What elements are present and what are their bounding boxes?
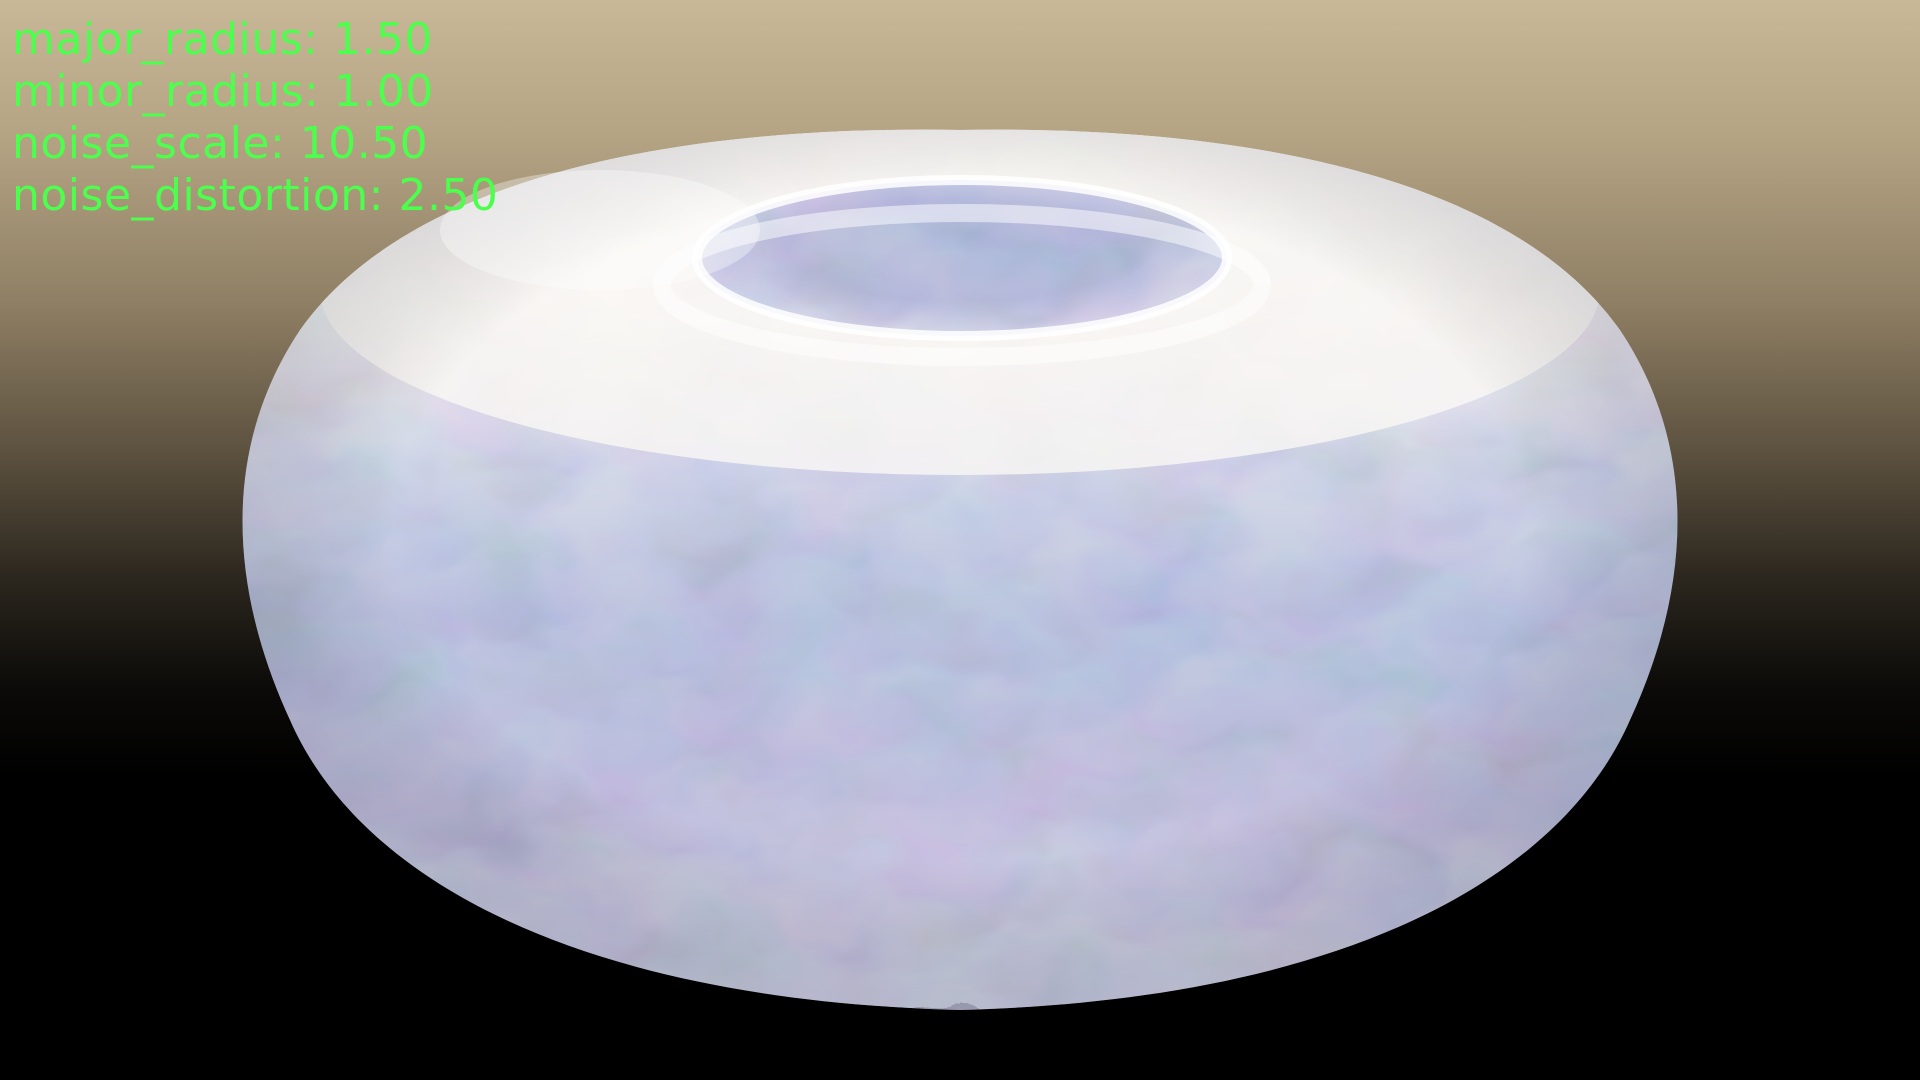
major-radius-label: major_radius: 1.50 (12, 14, 433, 65)
minor-radius-label: minor_radius: 1.00 (12, 66, 434, 117)
noise-distortion-label: noise_distortion: 2.50 (12, 170, 499, 221)
parameter-overlay: major_radius: 1.50 minor_radius: 1.00 no… (12, 14, 498, 222)
noise-scale-label: noise_scale: 10.50 (12, 118, 429, 169)
